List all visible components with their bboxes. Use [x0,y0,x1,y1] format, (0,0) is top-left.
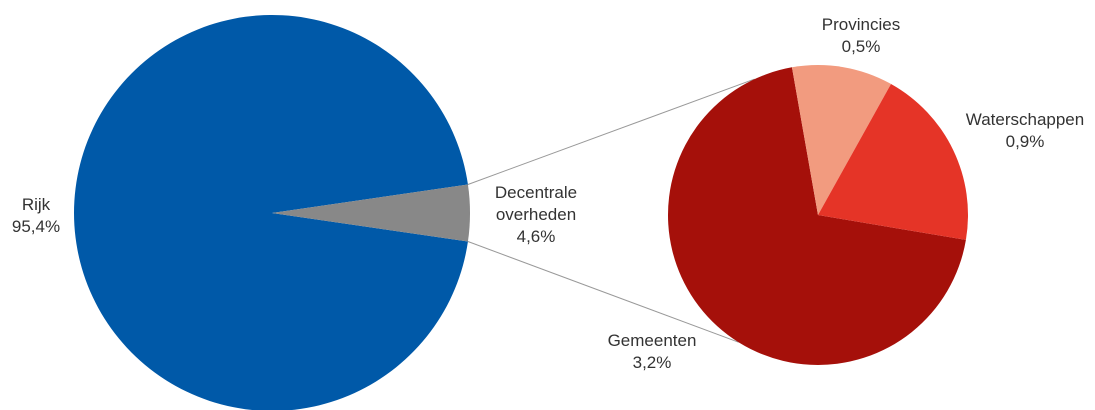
slice-rijk [74,15,468,410]
slice-gemeenten [667,67,966,366]
connector-line-bottom [467,241,739,343]
slice-waterschappen [818,83,968,240]
label-gemeenten: Gemeenten 3,2% [608,331,697,372]
slice-provincies [791,64,892,216]
label-rijk: Rijk 95,4% [12,195,60,236]
connector-lines [467,78,755,343]
slice-decentrale-overheden [272,184,471,242]
label-waterschappen: Waterschappen 0,9% [966,110,1084,151]
label-provincies: Provincies 0,5% [822,15,900,56]
slice-labels: Rijk 95,4% Decentrale overheden 4,6% Gemeente… [12,15,1084,372]
label-decentrale-overheden: Decentrale overheden 4,6% [495,183,577,246]
main-pie [74,15,471,410]
secondary-pie [667,64,968,366]
connector-line-top [467,78,755,185]
